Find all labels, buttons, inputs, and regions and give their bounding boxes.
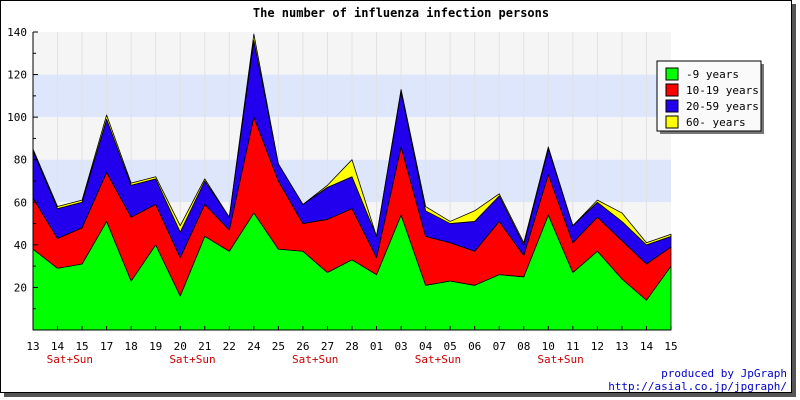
- y-tick-label: 100: [7, 111, 27, 124]
- legend-label: 60- years: [686, 116, 746, 129]
- x-tick-label: 14: [51, 340, 65, 353]
- x-tick-label: 24: [247, 340, 261, 353]
- x-tick-label: 25: [272, 340, 285, 353]
- chart-title: The number of influenza infection person…: [253, 6, 549, 20]
- x-tick-label: 15: [75, 340, 88, 353]
- y-tick-label: 20: [14, 281, 27, 294]
- x-tick-label: 04: [419, 340, 433, 353]
- x-tick-label: 17: [100, 340, 113, 353]
- x-tick-label: 28: [345, 340, 358, 353]
- legend-swatch: [665, 115, 679, 129]
- x-tick-label: 07: [493, 340, 506, 353]
- x-tick-label: 19: [149, 340, 162, 353]
- weekend-label: Sat+Sun: [292, 353, 338, 366]
- axes: [32, 31, 672, 331]
- x-tick-label: 01: [370, 340, 383, 353]
- chart-canvas: The number of influenza infection person…: [7, 6, 787, 393]
- y-tick-label: 60: [14, 196, 27, 209]
- legend-swatch: [665, 67, 679, 81]
- legend-label: 10-19 years: [686, 84, 759, 97]
- chart-frame: The number of influenza infection person…: [0, 0, 792, 393]
- legend: -9 years 10-19 years 20-59 years 60- years: [656, 60, 764, 134]
- x-tick-label: 20: [174, 340, 187, 353]
- x-tick-labels: 13 14 15 17 18 19 20 21 22 24 25 26 27 28 01 03 04 05 06 07…: [26, 340, 677, 353]
- x-tick-label: 26: [296, 340, 309, 353]
- area-series-60-years: [32, 33, 672, 246]
- x-tick-label: 11: [566, 340, 579, 353]
- x-tick-label: 10: [542, 340, 555, 353]
- footer-url[interactable]: http://asial.co.jp/jpgraph/: [608, 380, 787, 393]
- x-tick-label: 22: [223, 340, 236, 353]
- x-tick-label: 06: [468, 340, 481, 353]
- x-tick-label: 27: [321, 340, 334, 353]
- legend-label: 20-59 years: [686, 100, 759, 113]
- x-tick-label: 13: [26, 340, 39, 353]
- x-tick-label: 05: [444, 340, 457, 353]
- weekend-label: Sat+Sun: [47, 353, 93, 366]
- legend-swatch: [665, 99, 679, 113]
- x-tick-label: 14: [640, 340, 654, 353]
- footer-credit: produced by JpGraph: [661, 367, 787, 380]
- x-tick-label: 13: [615, 340, 628, 353]
- y-tick-label: 120: [7, 69, 27, 82]
- x-tick-label: 12: [591, 340, 604, 353]
- x-tick-label: 15: [664, 340, 677, 353]
- weekend-label: Sat+Sun: [537, 353, 583, 366]
- weekend-label: Sat+Sun: [169, 353, 215, 366]
- y-tick-label: 80: [14, 154, 27, 167]
- weekend-label: Sat+Sun: [415, 353, 461, 366]
- y-tick-label: 140: [7, 26, 27, 39]
- x-tick-label: 18: [125, 340, 138, 353]
- y-tick-label: 40: [14, 239, 27, 252]
- legend-label: -9 years: [686, 68, 739, 81]
- legend-swatch: [665, 83, 679, 97]
- y-tick-labels: 20 40 60 80 100 120 140: [7, 26, 27, 294]
- x-tick-label: 03: [394, 340, 407, 353]
- weekend-labels: Sat+Sun Sat+Sun Sat+Sun Sat+Sun Sat+Sun: [47, 353, 584, 366]
- x-tick-label: 21: [198, 340, 211, 353]
- x-tick-label: 08: [517, 340, 530, 353]
